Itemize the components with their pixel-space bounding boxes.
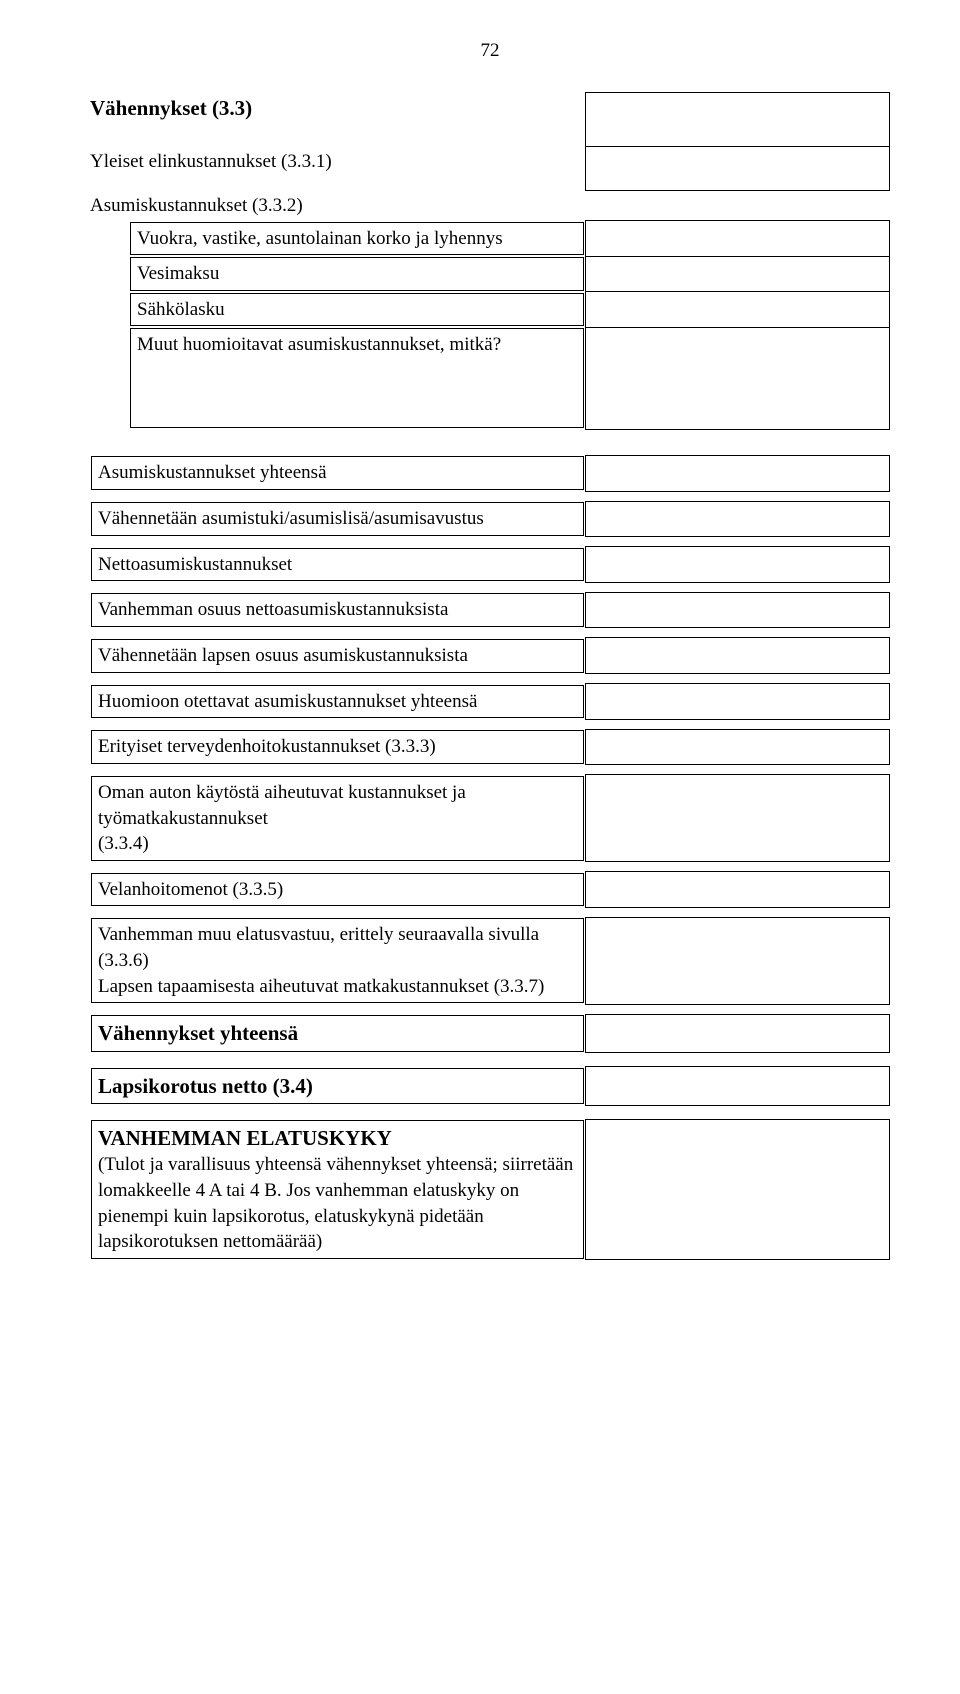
value-cell[interactable] xyxy=(586,501,890,537)
section-heading: Vähennykset (3.3) xyxy=(90,96,252,120)
value-cell[interactable] xyxy=(586,775,890,862)
table-row: Lapsikorotus netto (3.4) xyxy=(90,1067,890,1105)
value-cell[interactable] xyxy=(586,455,890,491)
page-number: 72 xyxy=(90,40,890,62)
capacity-note: (Tulot ja varallisuus yhteensä vähennyks… xyxy=(98,1154,573,1252)
subheading: Yleiset elinkustannukset (3.3.1) xyxy=(90,151,332,172)
label-cell: Sähkölasku xyxy=(130,293,584,327)
label-cell: Oman auton käytöstä aiheutuvat kustannuk… xyxy=(91,776,584,861)
label-cell: Velanhoitomenot (3.3.5) xyxy=(91,873,584,907)
table-row: Asumiskustannukset yhteensä xyxy=(90,455,890,491)
value-cell[interactable] xyxy=(586,917,890,1004)
value-cell[interactable] xyxy=(586,327,890,429)
table-row: Vuokra, vastike, asuntolainan korko ja l… xyxy=(90,221,890,257)
value-cell[interactable] xyxy=(586,1119,890,1260)
table-row: Vesimaksu xyxy=(90,256,890,292)
value-cell[interactable] xyxy=(586,221,890,257)
page-container: 72 Vähennykset (3.3) Yleiset elinkustann… xyxy=(0,0,960,1694)
label-cell: Vähennetään lapsen osuus asumiskustannuk… xyxy=(91,639,584,673)
label-cell: Vuokra, vastike, asuntolainan korko ja l… xyxy=(130,222,584,256)
label-cell: Nettoasumiskustannukset xyxy=(91,548,584,582)
table-row: Muut huomioitavat asumiskustannukset, mi… xyxy=(90,327,890,429)
value-cell[interactable] xyxy=(586,684,890,720)
table-row: Vähennetään lapsen osuus asumiskustannuk… xyxy=(90,638,890,674)
table-row: Vähennetään asumistuki/asumislisä/asumis… xyxy=(90,501,890,537)
value-cell[interactable] xyxy=(586,592,890,628)
subheading: Asumiskustannukset (3.3.2) xyxy=(90,195,303,216)
table-row: Vähennykset (3.3) xyxy=(90,93,890,147)
table-row: Huomioon otettavat asumiskustannukset yh… xyxy=(90,684,890,720)
value-cell[interactable] xyxy=(586,638,890,674)
table-row: Yleiset elinkustannukset (3.3.1) xyxy=(90,147,890,191)
empty-cell xyxy=(586,93,890,147)
empty-cell xyxy=(586,147,890,191)
table-row: Oman auton käytöstä aiheutuvat kustannuk… xyxy=(90,775,890,862)
capacity-heading: VANHEMMAN ELATUSKYKY xyxy=(98,1124,577,1152)
table-row: Vähennykset yhteensä xyxy=(90,1014,890,1052)
label-cell: Vähennetään asumistuki/asumislisä/asumis… xyxy=(91,502,584,536)
label-cell: Vanhemman osuus nettoasumiskustannuksist… xyxy=(91,593,584,627)
label-cell: Huomioon otettavat asumiskustannukset yh… xyxy=(91,685,584,719)
value-cell[interactable] xyxy=(586,872,890,908)
value-cell[interactable] xyxy=(586,729,890,765)
form-table: Vähennykset (3.3) Yleiset elinkustannuks… xyxy=(90,92,890,1260)
table-row: Vanhemman muu elatusvastuu, erittely seu… xyxy=(90,917,890,1004)
table-row: VANHEMMAN ELATUSKYKY (Tulot ja varallisu… xyxy=(90,1119,890,1260)
value-cell[interactable] xyxy=(586,256,890,292)
table-row: Asumiskustannukset (3.3.2) xyxy=(90,191,890,221)
value-cell[interactable] xyxy=(586,1014,890,1052)
value-cell[interactable] xyxy=(586,1067,890,1105)
table-row: Erityiset terveydenhoitokustannukset (3.… xyxy=(90,729,890,765)
capacity-cell: VANHEMMAN ELATUSKYKY (Tulot ja varallisu… xyxy=(91,1120,584,1259)
value-cell[interactable] xyxy=(586,547,890,583)
deductions-total-label: Vähennykset yhteensä xyxy=(91,1015,584,1051)
table-row: Sähkölasku xyxy=(90,292,890,328)
label-cell: Vanhemman muu elatusvastuu, erittely seu… xyxy=(91,918,584,1003)
label-cell: Asumiskustannukset yhteensä xyxy=(91,456,584,490)
table-row: Vanhemman osuus nettoasumiskustannuksist… xyxy=(90,592,890,628)
value-cell[interactable] xyxy=(586,292,890,328)
child-increase-label: Lapsikorotus netto (3.4) xyxy=(91,1068,584,1104)
empty-cell xyxy=(586,191,890,221)
label-cell: Vesimaksu xyxy=(130,257,584,291)
label-cell: Erityiset terveydenhoitokustannukset (3.… xyxy=(91,730,584,764)
table-row: Nettoasumiskustannukset xyxy=(90,547,890,583)
label-cell: Muut huomioitavat asumiskustannukset, mi… xyxy=(130,328,584,428)
table-row: Velanhoitomenot (3.3.5) xyxy=(90,872,890,908)
